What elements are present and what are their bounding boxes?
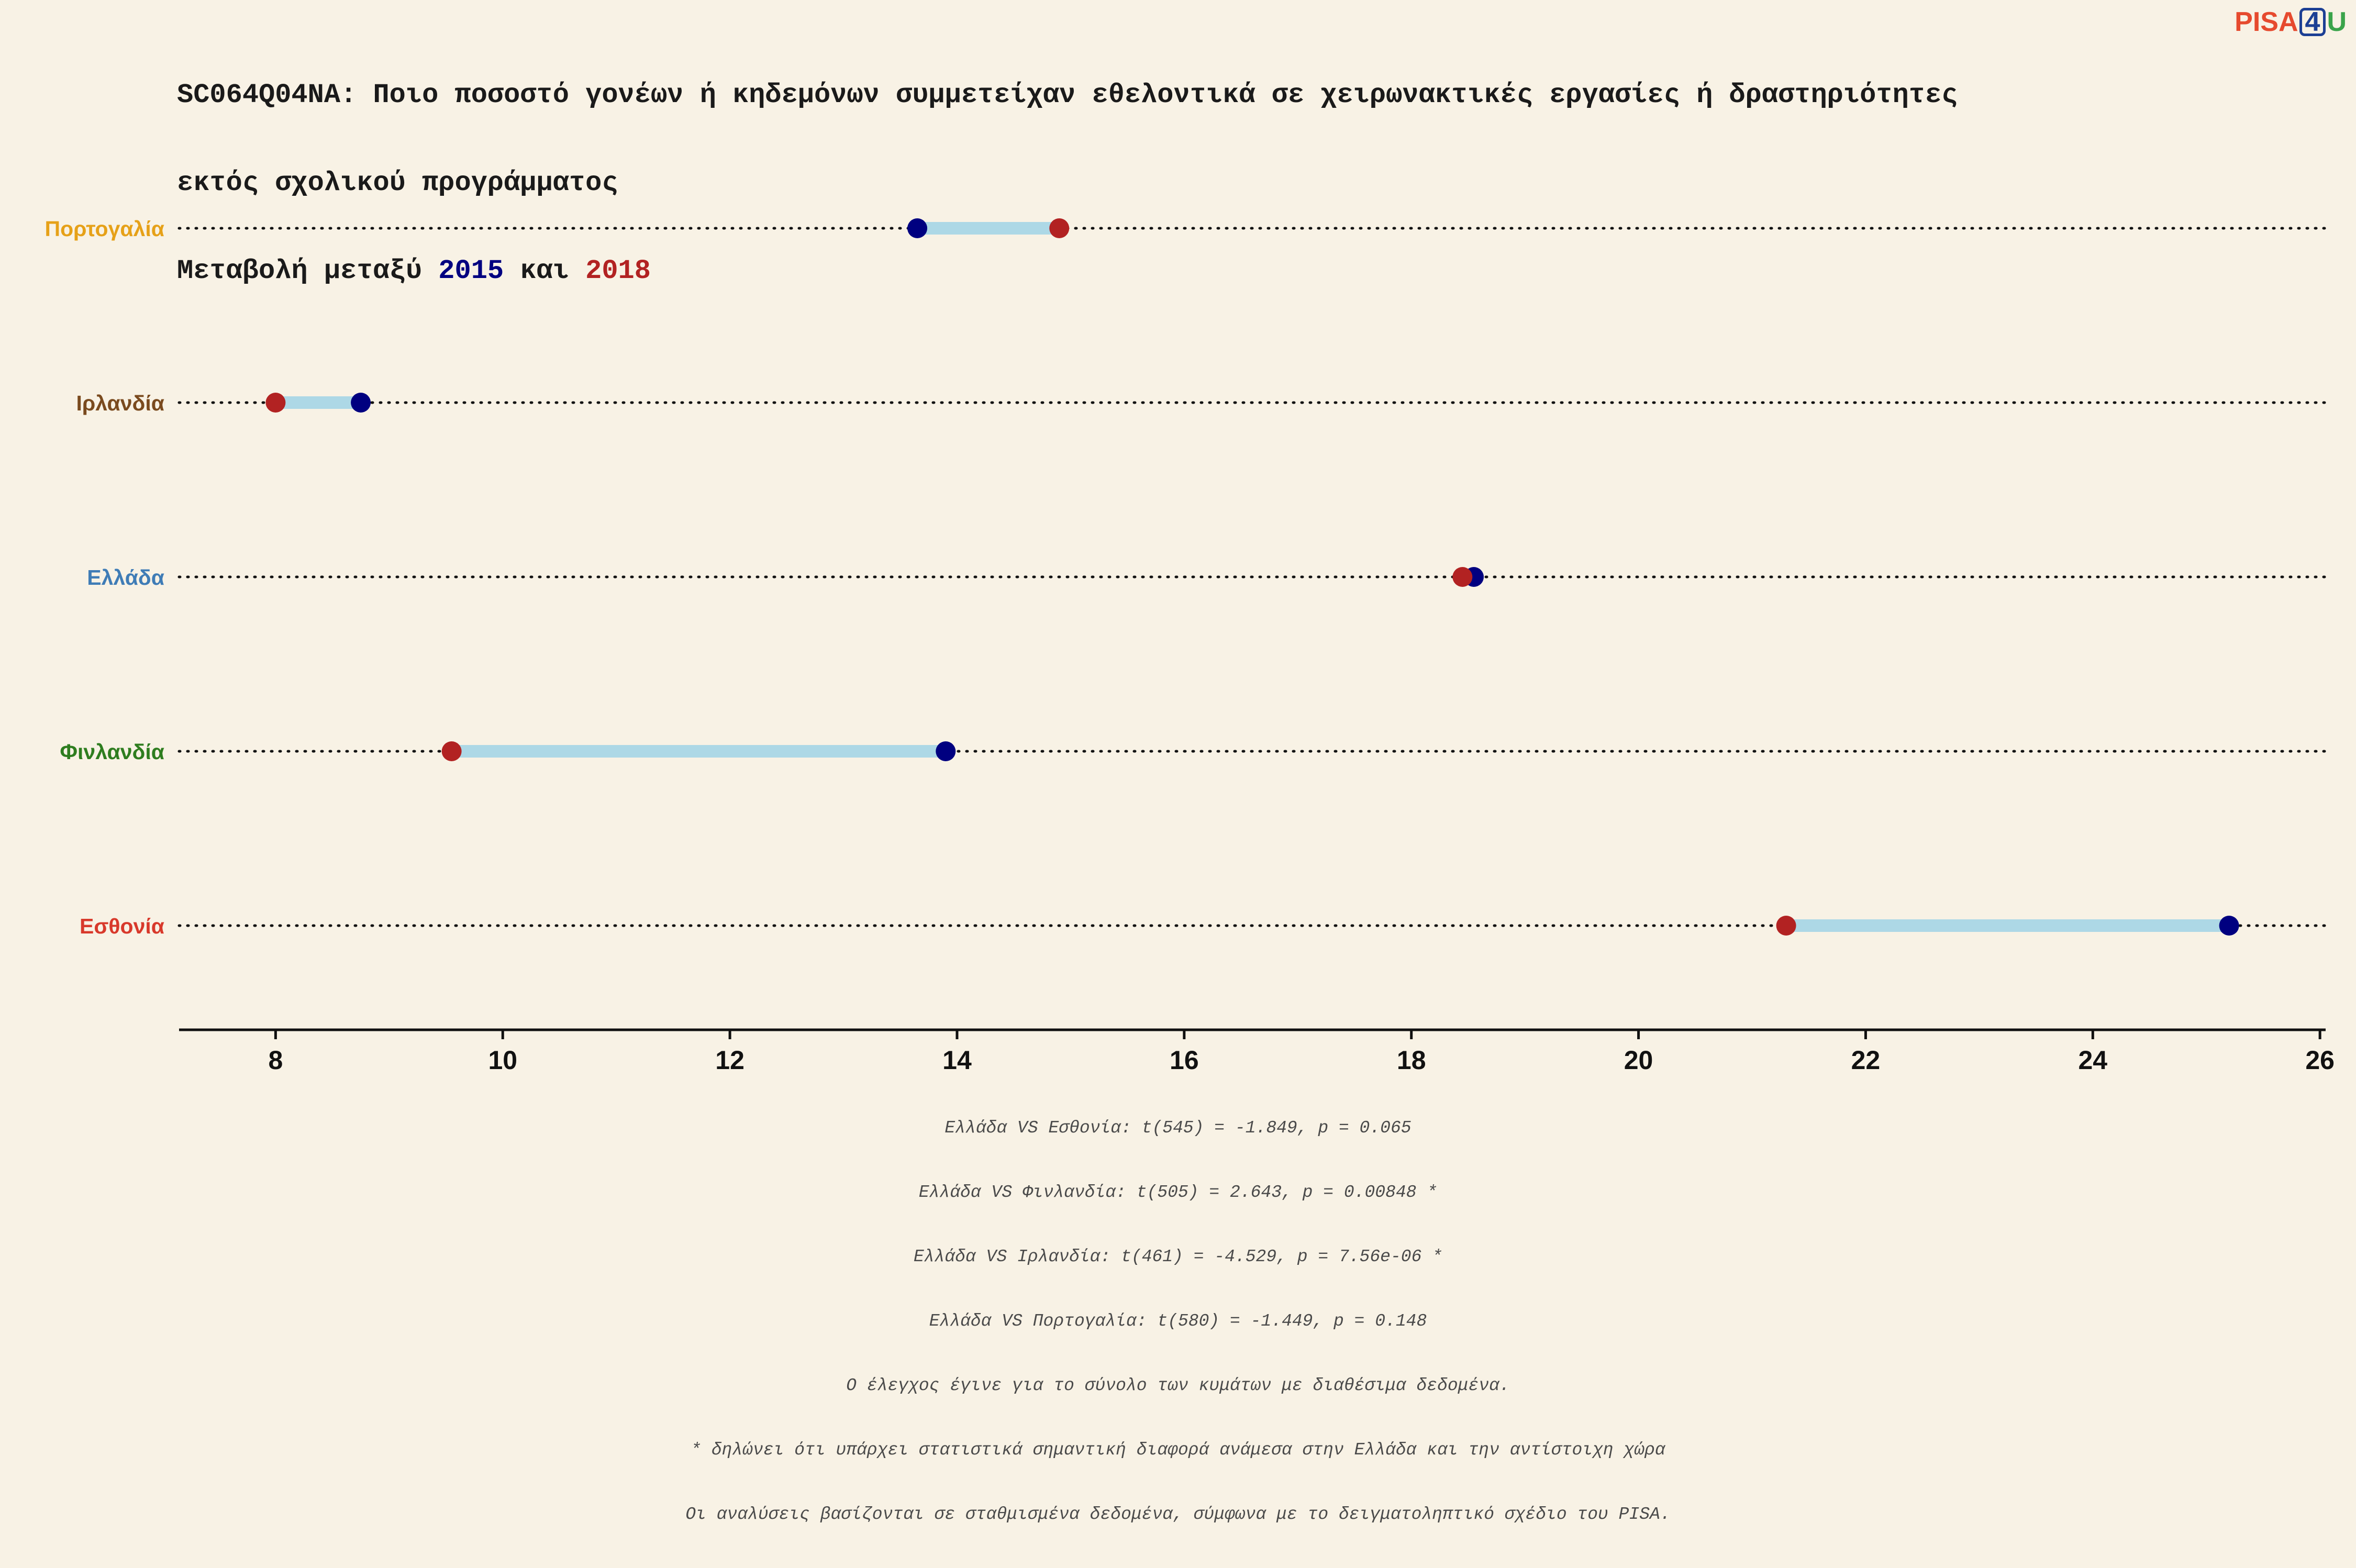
- point-2018: [1049, 218, 1070, 238]
- point-2018: [1776, 916, 1796, 936]
- footnotes: Ελλάδα VS Εσθονία: t(545) = -1.849, p = …: [0, 1074, 2356, 1568]
- logo-4-text: 4: [2299, 8, 2326, 36]
- subtitle-and: και: [504, 255, 586, 286]
- country-label: Εσθονία: [80, 914, 164, 938]
- subtitle-year-2018: 2018: [585, 255, 651, 286]
- pisa4u-logo: PISA 4 U: [2235, 6, 2347, 38]
- country-label: Ιρλανδία: [76, 391, 164, 415]
- point-2015: [2219, 916, 2239, 936]
- x-tick-label: 22: [1851, 1046, 1881, 1075]
- x-tick-label: 8: [268, 1046, 283, 1075]
- point-2018: [265, 393, 286, 413]
- point-2015: [351, 393, 371, 413]
- x-tick-label: 12: [715, 1046, 744, 1075]
- x-tick-label: 26: [2305, 1046, 2335, 1075]
- x-tick-label: 10: [488, 1046, 517, 1075]
- chart-subtitle: Μεταβολή μεταξύ 2015 και 2018: [177, 257, 1958, 286]
- country-label: Πορτογαλία: [45, 217, 164, 241]
- subtitle-prefix: Μεταβολή μεταξύ: [177, 255, 439, 286]
- point-2015: [936, 741, 956, 761]
- point-2018: [441, 741, 462, 761]
- footnote-line: Οι αναλύσεις βασίζονται σε σταθμισμένα δ…: [685, 1505, 1671, 1524]
- footnote-line: Ελλάδα VS Εσθονία: t(545) = -1.849, p = …: [944, 1118, 1412, 1138]
- dumbbell-plot: Πορτογαλία Ιρλανδία Ελλάδα Φινλανδία Εσθονία…: [45, 217, 2335, 1075]
- footnote-line: Ο έλεγχος έγινε για το σύνολο των κυμάτω…: [846, 1376, 1510, 1395]
- logo-pisa-text: PISA: [2235, 7, 2298, 37]
- point-2018: [1452, 567, 1473, 587]
- x-tick-label: 18: [1397, 1046, 1426, 1075]
- footnote-line: Ελλάδα VS Πορτογαλία: t(580) = -1.449, p…: [929, 1311, 1427, 1331]
- country-label: Φινλανδία: [60, 740, 164, 764]
- chart-title-line-2: εκτός σχολικού προγράμματος: [177, 168, 618, 198]
- footnote-line: * δηλώνει ότι υπάρχει στατιστικά σημαντι…: [691, 1440, 1665, 1460]
- chart-title-block: SC064Q04NA: Ποιο ποσοστό γονέων ή κηδεμό…: [177, 22, 1958, 344]
- x-tick-label: 20: [1624, 1046, 1653, 1075]
- x-tick-label: 24: [2078, 1046, 2107, 1075]
- footnote-line: Ελλάδα VS Ιρλανδία: t(461) = -4.529, p =…: [914, 1247, 1442, 1266]
- x-tick-label: 16: [1170, 1046, 1199, 1075]
- point-2015: [907, 218, 928, 238]
- chart-figure: SC064Q04NA: Ποιο ποσοστό γονέων ή κηδεμό…: [45, 6, 2347, 1524]
- subtitle-year-2015: 2015: [438, 255, 504, 286]
- logo-u-text: U: [2327, 7, 2347, 37]
- country-label: Ελλάδα: [87, 565, 164, 590]
- chart-title-line-1: SC064Q04NA: Ποιο ποσοστό γονέων ή κηδεμό…: [177, 80, 1958, 110]
- x-tick-label: 14: [942, 1046, 972, 1075]
- footnote-line: Ελλάδα VS Φινλανδία: t(505) = 2.643, p =…: [918, 1183, 1438, 1202]
